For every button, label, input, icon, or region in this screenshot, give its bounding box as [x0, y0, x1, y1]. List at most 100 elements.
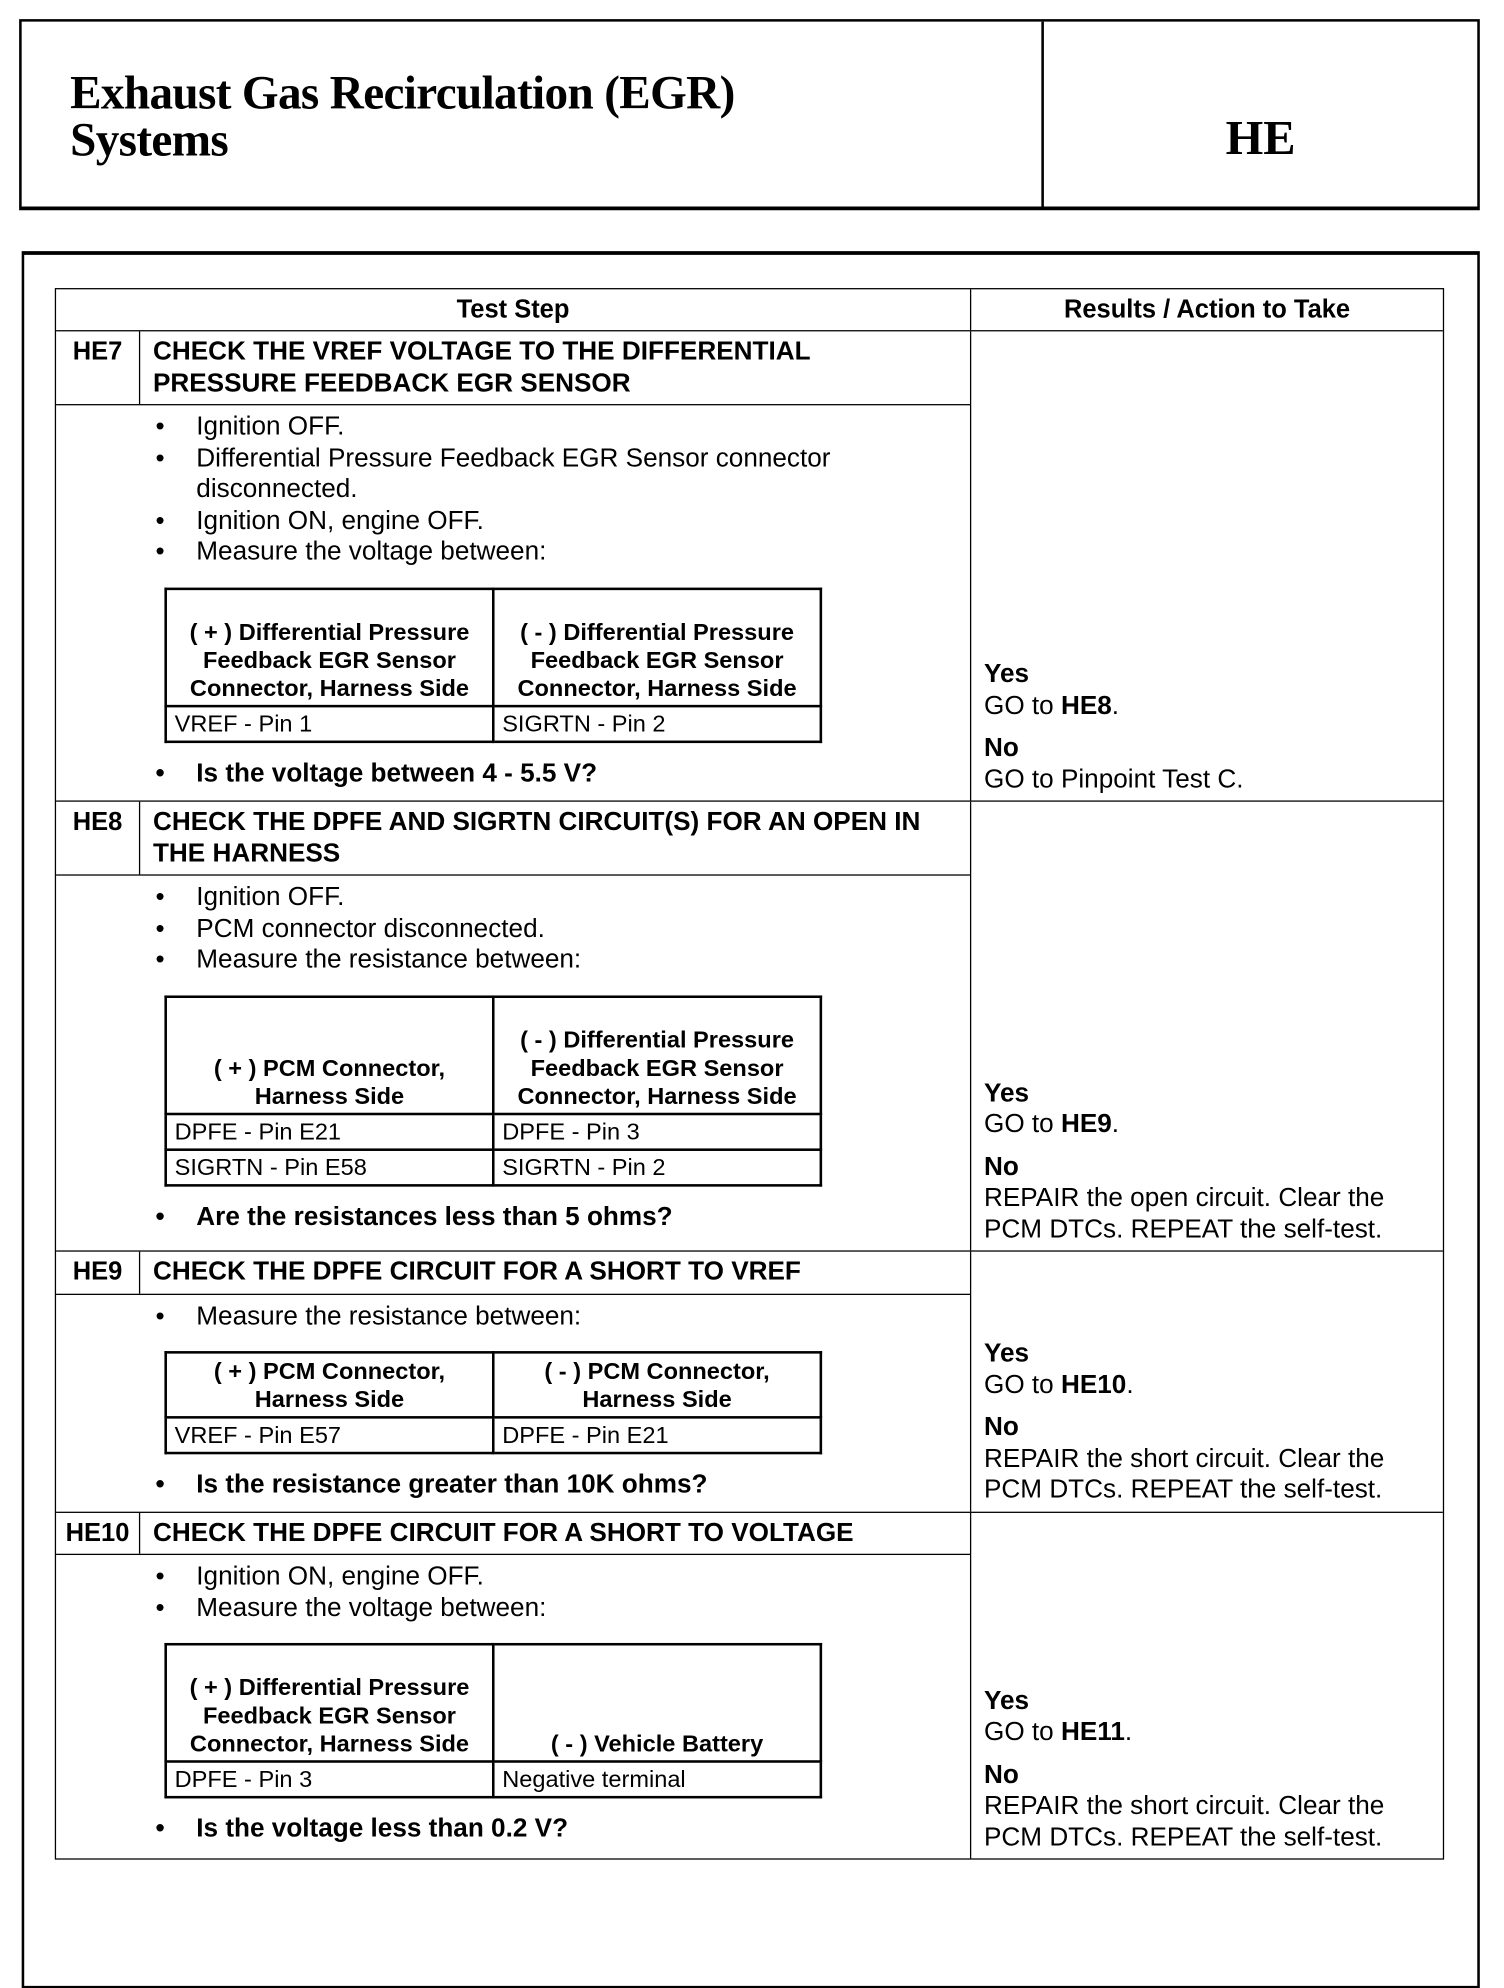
measure-header: ( + ) PCM Connector, Harness Side	[164, 1351, 495, 1419]
measure-row: DPFE - Pin E21 DPFE - Pin 3	[164, 1112, 823, 1151]
col-header-results: Results / Action to Take	[1063, 295, 1351, 324]
yes-suffix: .	[1111, 690, 1120, 720]
step-body: Ignition ON, engine OFF.Measure the volt…	[56, 1555, 970, 1858]
step-body: Ignition OFF.PCM connector disconnected.…	[56, 876, 970, 1251]
yes-suffix: .	[1124, 1716, 1133, 1747]
page-title: Exhaust Gas Recirculation (EGR) Systems	[70, 70, 735, 164]
yes-prefix: GO to	[983, 1108, 1061, 1139]
measure-header: ( - ) Differential Pressure Feedback EGR…	[491, 994, 823, 1115]
measure-cell: SIGRTN - Pin E58	[164, 1147, 495, 1187]
measure-header: ( - ) Differential Pressure Feedback EGR…	[491, 586, 823, 707]
step-body: Ignition OFF.Differential Pressure Feedb…	[56, 405, 970, 800]
step-bullet: Ignition OFF.	[153, 412, 970, 443]
no-label: No	[983, 1412, 1019, 1442]
yes-prefix: GO to	[983, 1716, 1061, 1747]
yes-target-link[interactable]: HE10	[1060, 1369, 1127, 1399]
section-code: HE	[1225, 112, 1296, 166]
step-question: Is the voltage less than 0.2 V?	[153, 1814, 970, 1845]
yes-target-link[interactable]: HE9	[1060, 1108, 1112, 1139]
col-header-test-step: Test Step	[56, 289, 972, 331]
yes-prefix: GO to	[983, 1369, 1061, 1399]
step-question: Is the voltage between 4 - 5.5 V?	[153, 758, 970, 789]
yes-target-link[interactable]: HE8	[1060, 690, 1112, 720]
measure-header-row: ( + ) PCM Connector, Harness Side( - ) D…	[164, 994, 823, 1115]
yes-action: GO to HE8.	[984, 690, 1435, 721]
measure-cell: DPFE - Pin 3	[164, 1760, 495, 1799]
measure-cell: DPFE - Pin E21	[491, 1416, 823, 1455]
yes-action: GO to HE10.	[984, 1370, 1435, 1401]
test-step-table: Test Step Results / Action to Take HE7 C…	[54, 288, 1445, 1860]
measure-cell: SIGRTN - Pin 2	[491, 704, 823, 743]
results-text: Yes GO to HE9. No REPAIR the open circui…	[984, 1078, 1435, 1246]
step-row-he7: HE7 CHECK THE VREF VOLTAGE TO THE DIFFER…	[56, 330, 1443, 801]
step-code: HE8	[56, 801, 141, 875]
measure-table: ( + ) Differential Pressure Feedback EGR…	[164, 586, 823, 743]
measure-cell: DPFE - Pin 3	[491, 1112, 823, 1151]
test-step-cell: HE9 CHECK THE DPFE CIRCUIT FOR A SHORT T…	[56, 1251, 972, 1512]
title-line-2: Systems	[70, 114, 229, 167]
results-cell: Yes GO to HE10. No REPAIR the short circ…	[971, 1252, 1443, 1511]
measure-cell: SIGRTN - Pin 2	[491, 1147, 823, 1187]
header-divider	[1041, 21, 1044, 207]
step-bullet: Ignition OFF.	[153, 882, 970, 913]
step-code: HE7	[56, 331, 141, 405]
step-code: HE9	[56, 1251, 141, 1294]
step-title-row: HE7 CHECK THE VREF VOLTAGE TO THE DIFFER…	[56, 331, 970, 406]
test-step-cell: HE7 CHECK THE VREF VOLTAGE TO THE DIFFER…	[56, 331, 972, 801]
measure-row: DPFE - Pin 3 Negative terminal	[164, 1760, 823, 1799]
step-question: Are the resistances less than 5 ohms?	[153, 1201, 970, 1232]
no-label: No	[983, 732, 1019, 763]
step-bullet: Measure the voltage between:	[153, 1593, 970, 1624]
measure-header-row: ( + ) Differential Pressure Feedback EGR…	[164, 1642, 823, 1763]
step-title-row: HE8 CHECK THE DPFE AND SIGRTN CIRCUIT(S)…	[56, 801, 970, 876]
yes-label: Yes	[983, 658, 1030, 689]
test-step-cell: HE8 CHECK THE DPFE AND SIGRTN CIRCUIT(S)…	[56, 801, 972, 1251]
no-action: REPAIR the open circuit. Clear the PCM D…	[983, 1182, 1385, 1244]
measure-cell: VREF - Pin 1	[164, 704, 495, 743]
measure-header: ( - ) PCM Connector, Harness Side	[491, 1351, 823, 1419]
step-title: CHECK THE DPFE CIRCUIT FOR A SHORT TO VO…	[152, 1517, 854, 1547]
results-cell: Yes GO to HE9. No REPAIR the open circui…	[971, 802, 1443, 1251]
step-row-he9: HE9 CHECK THE DPFE CIRCUIT FOR A SHORT T…	[56, 1250, 1443, 1512]
step-question: Is the resistance greater than 10K ohms?	[153, 1470, 970, 1501]
measure-cell: Negative terminal	[491, 1760, 823, 1799]
yes-label: Yes	[983, 1338, 1030, 1368]
yes-action: GO to HE9.	[984, 1109, 1435, 1140]
measure-cell: DPFE - Pin E21	[164, 1112, 495, 1151]
yes-action: GO to HE11.	[984, 1717, 1435, 1748]
page-header: Exhaust Gas Recirculation (EGR) Systems …	[19, 19, 1480, 211]
no-action: REPAIR the short circuit. Clear the PCM …	[983, 1790, 1385, 1852]
yes-suffix: .	[1111, 1108, 1120, 1139]
yes-suffix: .	[1126, 1369, 1134, 1399]
no-label: No	[983, 1759, 1019, 1789]
yes-target-link[interactable]: HE11	[1060, 1716, 1125, 1747]
measure-header: ( - ) Vehicle Battery	[491, 1642, 823, 1763]
step-title: CHECK THE DPFE AND SIGRTN CIRCUIT(S) FOR…	[152, 806, 921, 868]
measure-row: SIGRTN - Pin E58 SIGRTN - Pin 2	[164, 1147, 823, 1187]
step-bullet: PCM connector disconnected.	[153, 913, 970, 944]
step-bullet: Measure the resistance between:	[153, 1301, 970, 1332]
step-bullet: Measure the voltage between:	[153, 537, 970, 568]
step-row-he10: HE10 CHECK THE DPFE CIRCUIT FOR A SHORT …	[56, 1511, 1443, 1859]
results-text: Yes GO to HE11. No REPAIR the short circ…	[984, 1686, 1435, 1854]
no-label: No	[983, 1151, 1019, 1181]
measure-table: ( + ) Differential Pressure Feedback EGR…	[164, 1642, 823, 1799]
results-cell: Yes GO to HE11. No REPAIR the short circ…	[971, 1512, 1443, 1858]
yes-label: Yes	[983, 1685, 1030, 1715]
step-code: HE10	[56, 1512, 141, 1554]
step-bullet: Ignition ON, engine OFF.	[153, 505, 970, 536]
step-title-row: HE10 CHECK THE DPFE CIRCUIT FOR A SHORT …	[56, 1512, 970, 1556]
test-step-cell: HE10 CHECK THE DPFE CIRCUIT FOR A SHORT …	[56, 1512, 972, 1859]
measure-header: ( + ) Differential Pressure Feedback EGR…	[164, 1642, 495, 1763]
measure-cell: VREF - Pin E57	[164, 1416, 495, 1455]
step-bullet: Differential Pressure Feedback EGR Senso…	[153, 443, 970, 505]
step-row-he8: HE8 CHECK THE DPFE AND SIGRTN CIRCUIT(S)…	[56, 800, 1443, 1251]
measure-header-row: ( + ) Differential Pressure Feedback EGR…	[164, 586, 823, 707]
measure-header: ( + ) PCM Connector, Harness Side	[164, 994, 495, 1115]
measure-header-row: ( + ) PCM Connector, Harness Side( - ) P…	[164, 1351, 823, 1419]
step-bullet: Measure the resistance between:	[153, 944, 970, 975]
step-bullet: Ignition ON, engine OFF.	[153, 1561, 970, 1592]
measure-table: ( + ) PCM Connector, Harness Side( - ) D…	[164, 994, 823, 1187]
no-action: GO to Pinpoint Test C.	[983, 764, 1244, 794]
step-title: CHECK THE VREF VOLTAGE TO THE DIFFERENTI…	[152, 336, 811, 398]
